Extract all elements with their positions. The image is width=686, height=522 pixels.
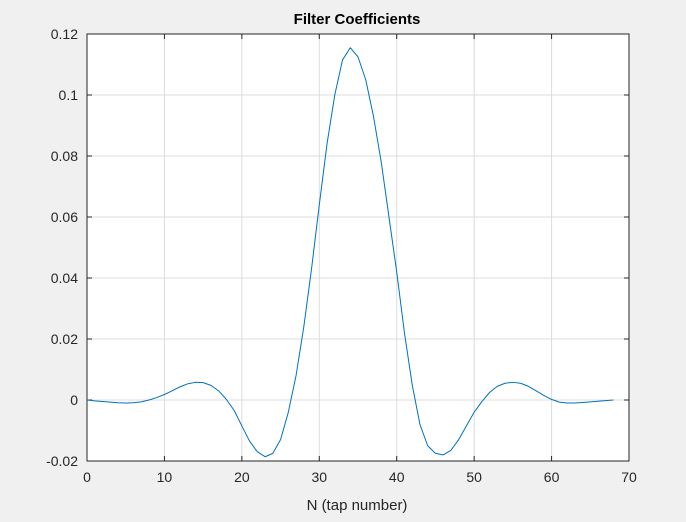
x-tick-labels: 0 10 20 30 40 50 60 70 [83,469,637,485]
plot-frame [86,33,630,462]
y-tick-label: 0.12 [51,26,78,42]
x-axis-label: N (tap number) [307,497,408,514]
y-tick-label: 0.1 [59,87,79,103]
grid-lines [87,34,629,461]
y-tick-labels: -0.02 0 0.02 0.04 0.06 0.08 0.1 0.12 [46,26,78,469]
y-tick-label: -0.02 [46,453,78,469]
x-tick-label: 70 [621,469,637,485]
x-tick-label: 30 [311,469,327,485]
x-tick-label: 0 [83,469,91,485]
tick-marks [86,33,630,462]
x-tick-label: 50 [466,469,482,485]
y-tick-label: 0.04 [51,270,78,286]
chart-title: Filter Coefficients [294,11,421,28]
x-tick-label: 60 [544,469,560,485]
y-tick-label: 0.08 [51,148,78,164]
series-group [86,47,614,458]
x-tick-label: 40 [389,469,405,485]
y-tick-label: 0.02 [51,331,78,347]
plot-area [87,34,629,461]
series-line [86,47,614,458]
y-tick-label: 0 [70,392,78,408]
y-tick-label: 0.06 [51,209,78,225]
x-tick-label: 20 [234,469,250,485]
x-tick-label: 10 [157,469,173,485]
